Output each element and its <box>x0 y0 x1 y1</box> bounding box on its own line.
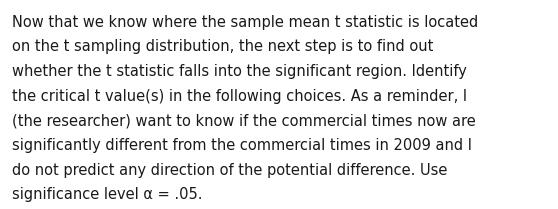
Text: (the researcher) want to know if the commercial times now are: (the researcher) want to know if the com… <box>12 113 476 128</box>
Text: on the t sampling distribution, the next step is to find out: on the t sampling distribution, the next… <box>12 39 434 54</box>
Text: significantly different from the commercial times in 2009 and I: significantly different from the commerc… <box>12 138 472 153</box>
Text: do not predict any direction of the potential difference. Use: do not predict any direction of the pote… <box>12 163 448 178</box>
Text: Now that we know where the sample mean t statistic is located: Now that we know where the sample mean t… <box>12 15 479 30</box>
Text: the critical t value(s) in the following choices. As a reminder, I: the critical t value(s) in the following… <box>12 89 468 104</box>
Text: significance level α = .05.: significance level α = .05. <box>12 187 203 202</box>
Text: whether the t statistic falls into the significant region. Identify: whether the t statistic falls into the s… <box>12 64 467 79</box>
